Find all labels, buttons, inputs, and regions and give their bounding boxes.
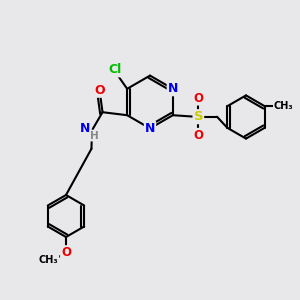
Text: H: H	[90, 130, 99, 141]
Text: N: N	[168, 82, 178, 95]
Text: N: N	[145, 122, 155, 135]
Text: Cl: Cl	[108, 63, 121, 76]
Text: O: O	[61, 246, 71, 259]
Text: O: O	[194, 129, 203, 142]
Text: CH₃: CH₃	[274, 101, 293, 111]
Text: CH₃: CH₃	[39, 255, 58, 266]
Text: S: S	[194, 110, 203, 123]
Text: O: O	[194, 92, 203, 105]
Text: N: N	[80, 122, 91, 135]
Text: O: O	[95, 84, 105, 97]
